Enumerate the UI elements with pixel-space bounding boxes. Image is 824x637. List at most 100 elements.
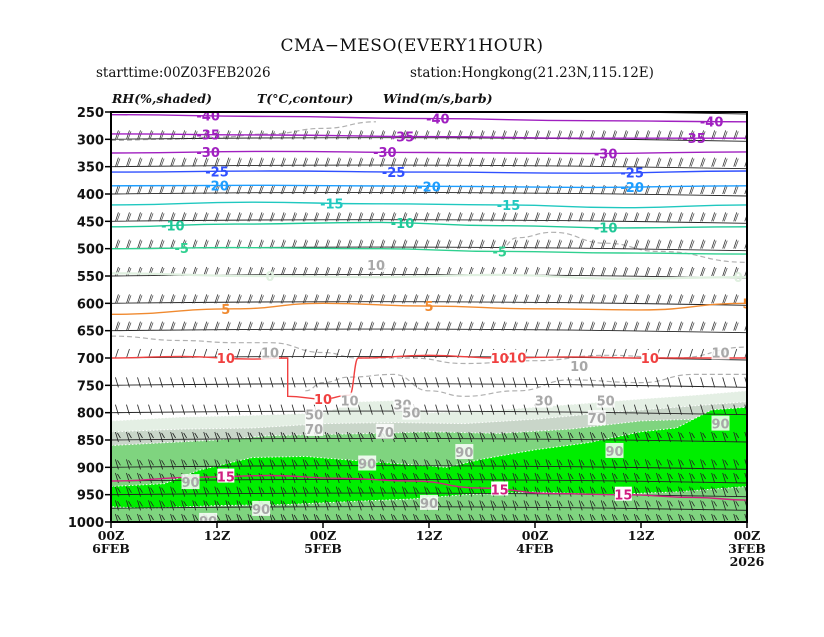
wind-barb — [534, 212, 540, 222]
wind-barb — [667, 321, 673, 331]
wind-barb — [567, 513, 574, 522]
wind-barb — [523, 459, 530, 470]
rh-label-bg — [375, 423, 394, 439]
wind-barb — [402, 377, 406, 388]
wind-barb — [181, 112, 184, 113]
wind-barb — [667, 486, 673, 497]
wind-barb — [126, 266, 132, 277]
wind-barb — [291, 404, 296, 415]
wind-barb — [203, 294, 209, 304]
wind-barb — [611, 157, 618, 167]
temperature-contour-label: 15 — [217, 471, 235, 486]
wind-barb — [556, 431, 563, 443]
wind-barb — [578, 294, 585, 304]
wind-barb — [126, 212, 132, 222]
wind-barb — [269, 157, 275, 167]
wind-barb — [148, 157, 154, 167]
wind-barb — [634, 112, 637, 113]
wind-barb — [545, 157, 551, 167]
wind-barb — [181, 321, 187, 331]
wind-barb — [247, 404, 252, 415]
wind-barb — [170, 431, 176, 443]
y-tick-label: 450 — [77, 215, 104, 230]
wind-barb-staff-line — [111, 383, 747, 388]
wind-barb — [534, 486, 541, 497]
wind-barb — [335, 266, 342, 277]
wind-barb — [689, 294, 695, 304]
wind-barb — [711, 266, 717, 277]
wind-barb — [380, 472, 386, 484]
wind-barb — [137, 321, 143, 331]
wind-barb-staff-line — [111, 219, 747, 224]
wind-barb — [479, 239, 485, 249]
rh-contour-label: 90 — [252, 503, 270, 518]
wind-barb — [523, 404, 528, 415]
legend-temperature: T(°C,contour) — [257, 91, 354, 106]
wind-barb — [512, 157, 518, 167]
wind-barb — [137, 500, 143, 511]
wind-barb — [424, 239, 430, 249]
wind-barb — [368, 500, 375, 511]
temperature-contour-label: 15 — [614, 489, 632, 504]
wind-barb — [424, 212, 430, 222]
wind-barb — [589, 184, 596, 195]
wind-barb — [291, 184, 297, 195]
wind-barb — [645, 513, 651, 522]
x-tick-label: 6FEB — [92, 541, 130, 556]
wind-barb — [192, 404, 197, 415]
wind-barb — [545, 472, 552, 484]
wind-barb — [269, 294, 275, 304]
y-tick-label: 550 — [77, 270, 104, 285]
temperature-contour-10 — [111, 354, 747, 400]
wind-barb — [126, 130, 132, 140]
wind-barb — [589, 431, 596, 443]
x-tick-label: 00Z — [98, 528, 125, 543]
x-tick-label: 12Z — [628, 528, 655, 543]
wind-barb — [170, 112, 173, 113]
wind-barb — [269, 431, 276, 443]
wind-barb — [645, 239, 651, 249]
wind-barb — [512, 321, 518, 331]
wind-barb — [170, 157, 176, 167]
station-label: station:Hongkong(21.23N,115.12E) — [410, 65, 654, 81]
temperature-contour-label: -35 — [196, 129, 220, 144]
wind-barb — [656, 486, 662, 497]
wind-barb — [236, 112, 239, 113]
wind-barb — [137, 472, 143, 484]
wind-barb — [567, 184, 573, 195]
wind-barb — [291, 459, 298, 470]
y-tick-label: 300 — [77, 133, 104, 148]
wind-barb — [633, 513, 640, 522]
temperature-contour-label: -35 — [391, 130, 415, 145]
wind-barb — [435, 294, 441, 304]
wind-barb — [622, 212, 629, 222]
wind-barb — [534, 321, 540, 331]
wind-barb — [622, 404, 627, 415]
wind-barb — [556, 266, 562, 277]
y-tick-label: 1000 — [68, 516, 104, 531]
wind-barb — [380, 294, 386, 304]
wind-barb — [622, 513, 629, 522]
wind-barb — [689, 321, 695, 331]
wind-barb — [435, 157, 441, 167]
wind-barb-staff-line — [111, 410, 747, 416]
temperature-contour--5 — [111, 246, 747, 255]
wind-barb — [236, 321, 242, 331]
wind-barb — [567, 321, 573, 331]
wind-barb — [435, 112, 438, 113]
temperature-contour-label: -20 — [417, 180, 441, 195]
wind-barb — [313, 500, 320, 511]
wind-barb — [578, 377, 583, 388]
wind-barb — [457, 130, 463, 140]
wind-barb — [402, 266, 408, 277]
wind-barb — [733, 212, 739, 222]
wind-barb — [203, 321, 209, 331]
wind-barb — [479, 431, 486, 443]
temperature-contour-0 — [111, 272, 747, 280]
wind-barb — [556, 239, 562, 249]
wind-barb — [324, 404, 329, 415]
wind-barb — [501, 112, 504, 113]
wind-barb — [622, 500, 629, 511]
wind-barb — [126, 431, 132, 443]
contour-label-bg — [641, 350, 659, 364]
